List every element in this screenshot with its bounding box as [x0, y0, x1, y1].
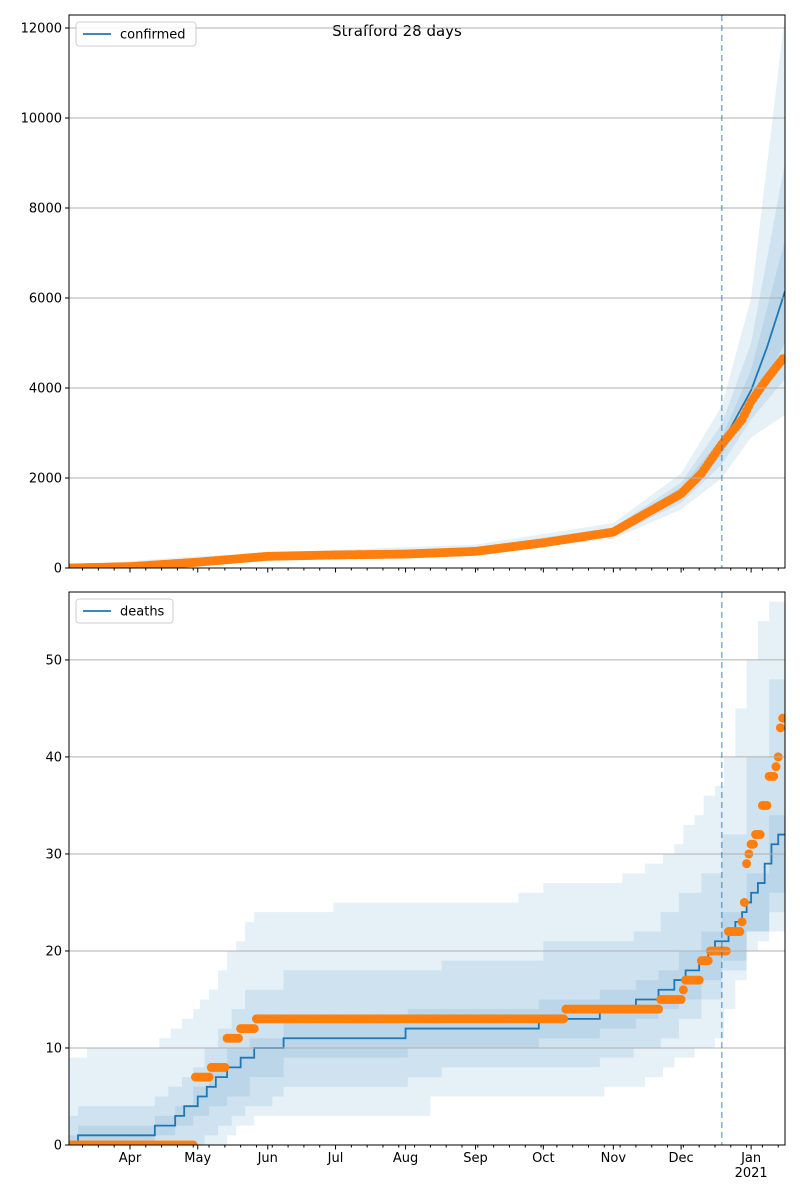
- observed-point: [771, 762, 781, 772]
- observed-point: [249, 1024, 259, 1034]
- deaths-axes: 0 10 20 30 40 50 Apr May Jun Jul Aug Sep Oct Nov Dec Ja…: [45, 591, 786, 1181]
- legend-label: deaths: [120, 605, 165, 620]
- observed-point: [769, 771, 779, 781]
- x-tick-label: Jul: [327, 1151, 344, 1166]
- y-tick-label: 20: [45, 944, 62, 959]
- observed-point: [220, 1062, 230, 1072]
- x-tick-label: Jan: [740, 1151, 761, 1166]
- y-tick-label: 50: [45, 653, 62, 668]
- observed-point: [775, 723, 785, 733]
- observed-point: [233, 1033, 243, 1043]
- x-year-label: 2021: [735, 1166, 768, 1181]
- observed-point: [742, 859, 752, 869]
- y-tick-label: 8000: [29, 202, 62, 217]
- x-tick-label: Nov: [601, 1151, 627, 1166]
- observed-point: [188, 1140, 198, 1145]
- median-line: [69, 290, 785, 568]
- y-tick-label: 0: [54, 562, 62, 577]
- observed-point: [778, 354, 785, 364]
- legend-label: confirmed: [120, 28, 186, 43]
- x-tick-label: May: [184, 1151, 211, 1166]
- x-tick-label: Jun: [257, 1151, 278, 1166]
- observed-point: [748, 839, 758, 849]
- observed-point: [755, 830, 765, 840]
- observed-point: [703, 956, 713, 966]
- plot-area: [69, 15, 785, 568]
- observed-point: [778, 713, 785, 723]
- y-tick-label: 12000: [21, 22, 62, 37]
- confirmed-axes: 0 2000 4000 6000 8000 10000 12000 confirmed: [21, 14, 786, 577]
- y-tick-label: 4000: [29, 382, 62, 397]
- observed-point: [739, 897, 749, 907]
- axes-frame: [68, 591, 786, 1146]
- x-tick-label: Dec: [669, 1151, 694, 1166]
- x-tick-label: Sep: [463, 1151, 488, 1166]
- y-tick-label: 6000: [29, 292, 62, 307]
- observed-point: [559, 1014, 569, 1024]
- y-tick-label: 0: [54, 1139, 62, 1154]
- axes-frame: [68, 14, 786, 569]
- x-tick-label: Aug: [393, 1151, 418, 1166]
- observed-point: [654, 1004, 664, 1014]
- observed-point: [678, 985, 688, 995]
- x-tick-label: Apr: [119, 1151, 142, 1166]
- x-tick-label: Oct: [532, 1151, 554, 1166]
- y-tick-label: 40: [45, 750, 62, 765]
- plot-area: [69, 601, 785, 1145]
- uncertainty-band: [69, 239, 785, 568]
- y-tick-label: 10000: [21, 112, 62, 127]
- y-tick-label: 10: [45, 1041, 62, 1056]
- legend-box: [75, 598, 174, 624]
- y-tick-label: 30: [45, 847, 62, 862]
- legend-box: [75, 21, 197, 47]
- observed-point: [694, 975, 704, 985]
- observed-point: [735, 927, 745, 937]
- observed-point: [204, 1072, 214, 1082]
- observed-point: [762, 800, 772, 810]
- uncertainty-band: [69, 815, 785, 1145]
- observed-point: [676, 994, 686, 1004]
- y-tick-label: 2000: [29, 472, 62, 487]
- chart-title: Strafford 28 days: [332, 22, 462, 40]
- observed-point: [737, 917, 747, 927]
